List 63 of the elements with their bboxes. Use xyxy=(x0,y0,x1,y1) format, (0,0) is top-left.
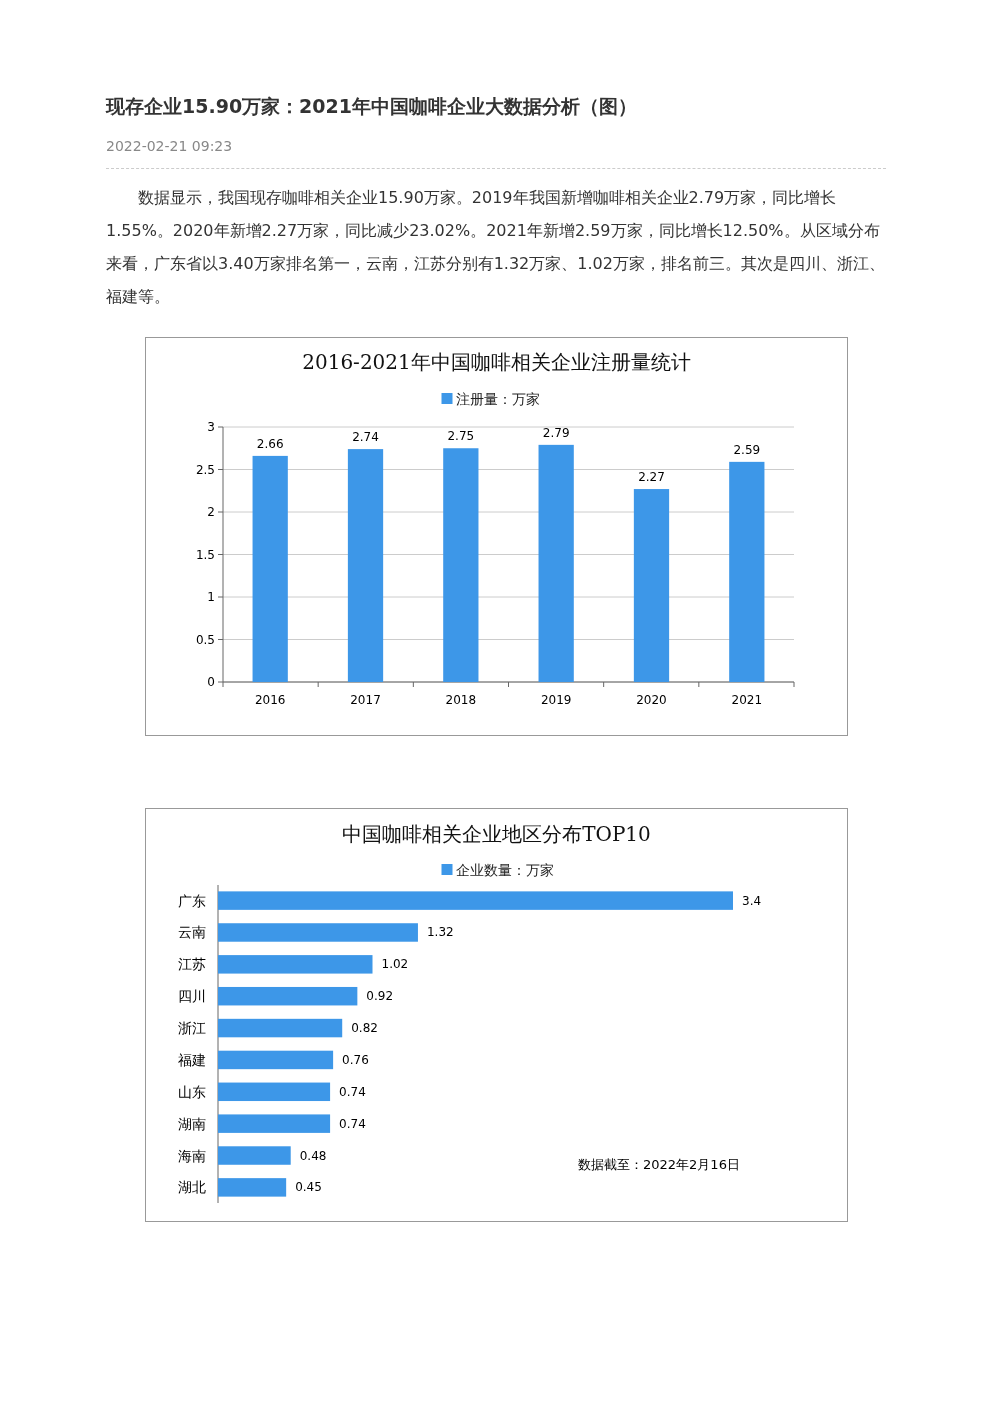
bar xyxy=(538,444,574,682)
data-label: 0.82 xyxy=(351,1021,378,1036)
data-label: 2.66 xyxy=(256,436,284,451)
bar xyxy=(443,448,479,682)
bar xyxy=(252,455,288,682)
x-tick-label: 2017 xyxy=(350,693,381,707)
bar xyxy=(633,489,670,682)
bar xyxy=(347,449,384,682)
bar xyxy=(218,1114,331,1133)
y-tick-label: 1.5 xyxy=(195,547,215,562)
data-label: 0.92 xyxy=(366,989,394,1004)
x-tick-label: 2019 xyxy=(540,693,572,707)
y-tick-label: 2.5 xyxy=(195,462,215,477)
bar xyxy=(218,923,418,942)
y-tick-label: 福建 xyxy=(178,1051,206,1068)
y-tick-label: 0 xyxy=(207,675,215,689)
x-tick-label: 2018 xyxy=(445,693,477,707)
data-label: 1.02 xyxy=(381,957,409,972)
y-tick-label: 湖南 xyxy=(178,1115,206,1132)
data-label: 0.48 xyxy=(299,1148,327,1163)
data-label: 0.76 xyxy=(342,1052,369,1067)
bar xyxy=(218,986,358,1006)
legend-label: 注册量：万家 xyxy=(455,391,540,407)
text: 2022-02-21 09:23 xyxy=(106,138,234,154)
data-label: 3.4 xyxy=(742,893,762,908)
y-tick-label: 云南 xyxy=(178,924,206,941)
bar xyxy=(729,461,765,682)
bar xyxy=(218,1146,291,1165)
data-label: 2.75 xyxy=(447,429,475,444)
bar xyxy=(218,1082,331,1102)
data-label: 0.74 xyxy=(339,1116,366,1131)
data-label: 2.59 xyxy=(733,442,761,457)
text: 数据显示，我国现存咖啡相关企业15.90万家。2019年我国新增咖啡相关企业2.79万家，同比增长1.55%。2020年新增2.27万家，同比减少23.02%。2021年新增2.59万家，同比增长12.50%。从区域分布来看，广东省以3.40万家排名第一，云南，江苏分别有1.32万家、1.02万家，排名前三。其次是四川、浙江、福建等。 xyxy=(106,187,886,308)
y-tick-label: 四川 xyxy=(178,988,206,1005)
y-tick-label: 山东 xyxy=(178,1083,206,1100)
y-tick-label: 浙江 xyxy=(178,1020,206,1037)
chart-title: 2016-2021年中国咖啡相关企业注册量统计 xyxy=(302,350,691,374)
data-label: 2.79 xyxy=(542,425,570,440)
data-label: 0.74 xyxy=(339,1084,366,1099)
bar xyxy=(218,891,733,910)
y-tick-label: 湖北 xyxy=(178,1179,206,1196)
y-tick-label: 0.5 xyxy=(195,632,215,647)
data-label: 2.74 xyxy=(352,430,379,445)
y-tick-label: 1 xyxy=(207,590,215,604)
x-tick-label: 2020 xyxy=(636,693,667,707)
x-tick-label: 2016 xyxy=(254,693,286,707)
y-tick-label: 江苏 xyxy=(178,956,206,973)
data-label: 1.32 xyxy=(426,925,454,940)
bar xyxy=(218,1018,343,1038)
data-label: 0.45 xyxy=(295,1180,322,1195)
text: 现存企业15.90万家：2021年中国咖啡企业大数据分析（图） xyxy=(106,94,638,119)
chart-title: 中国咖啡相关企业地区分布TOP10 xyxy=(342,822,651,846)
bar xyxy=(218,1178,287,1197)
y-tick-label: 2 xyxy=(207,505,215,519)
data-label: 2.27 xyxy=(638,470,665,485)
y-tick-label: 广东 xyxy=(178,892,206,909)
y-tick-label: 3 xyxy=(207,420,215,434)
y-tick-label: 海南 xyxy=(178,1147,206,1164)
bar xyxy=(218,1050,334,1070)
bar xyxy=(218,955,373,974)
x-tick-label: 2021 xyxy=(731,693,763,707)
annotation: 数据截至：2022年2月16日 xyxy=(578,1157,740,1172)
legend-label: 企业数量：万家 xyxy=(455,862,554,878)
